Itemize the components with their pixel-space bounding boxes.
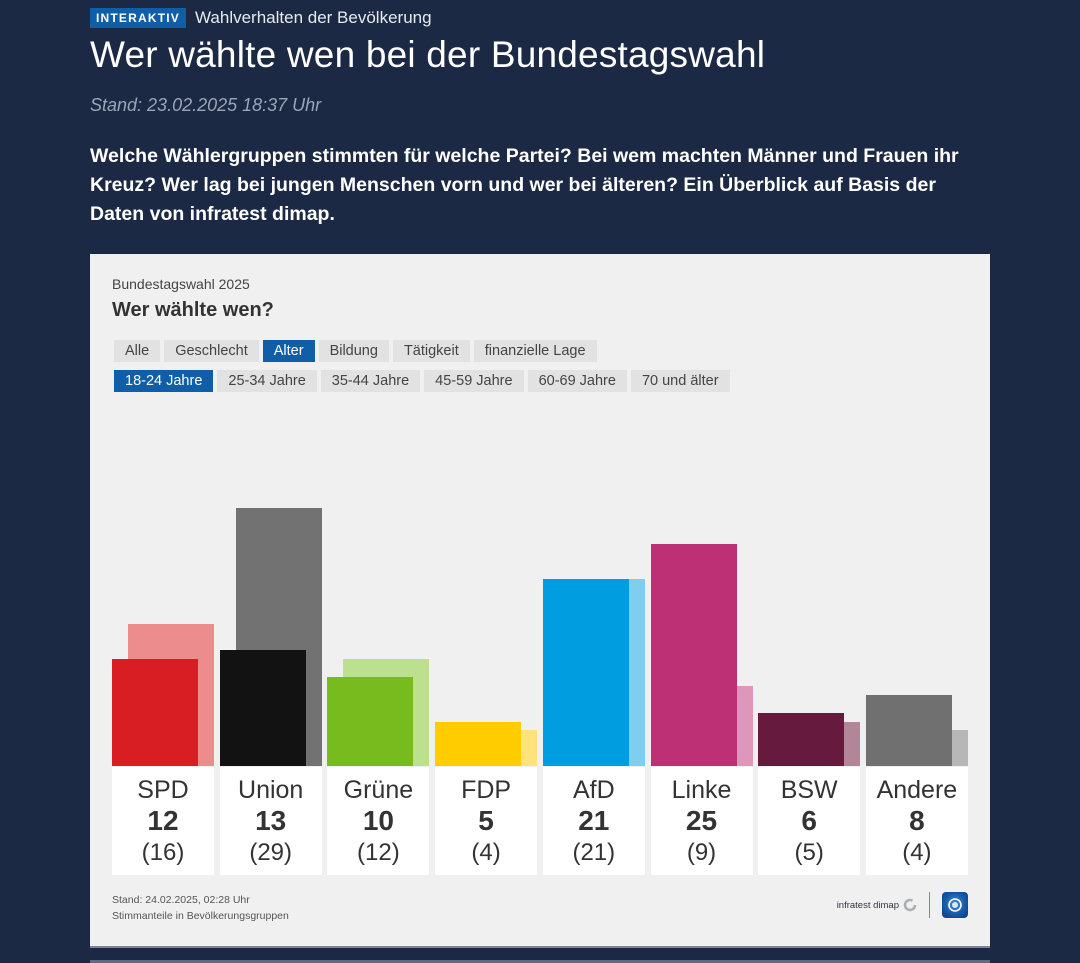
party-total-value: (21): [572, 839, 616, 866]
ard-logo-icon[interactable]: [942, 892, 968, 918]
tab-18-24[interactable]: 18-24 Jahre: [114, 370, 214, 392]
party-label-union: Union 13 (29): [219, 767, 322, 875]
party-label-gruene: Grüne 10 (12): [327, 767, 430, 875]
party-total-value: (9): [686, 839, 717, 866]
bar-linke-gruppe: [650, 543, 737, 766]
bar-afd-gruppe: [542, 579, 629, 766]
page-title: Wer wählte wen bei der Bundestagswahl: [90, 34, 766, 75]
party-total-value: (29): [249, 839, 293, 866]
chart-stand: Stand: 24.02.2025, 02:28 Uhr: [112, 894, 250, 906]
globe-icon: [948, 898, 962, 912]
logo-divider: [929, 892, 930, 918]
category-tabs: Alle Geschlecht Alter Bildung Tätigkeit …: [114, 340, 597, 362]
party-name: SPD: [137, 776, 189, 804]
party-label-afd: AfD 21 (21): [542, 767, 645, 875]
party-label-linke: Linke 25 (9): [650, 767, 753, 875]
party-name: Linke: [671, 776, 732, 804]
source-logos: infratest dimap: [837, 892, 968, 918]
bar-bsw-gruppe: [758, 712, 845, 766]
bar-spd-gruppe: [112, 659, 198, 766]
tab-60-69[interactable]: 60-69 Jahre: [527, 370, 627, 392]
bar-gruene-gruppe: [327, 677, 414, 766]
party-total-value: (16): [141, 839, 185, 866]
infratest-ring-icon: [903, 898, 917, 912]
interaktiv-badge: INTERAKTIV: [90, 8, 186, 28]
party-total-value: (12): [357, 839, 400, 866]
tab-alle[interactable]: Alle: [114, 340, 161, 362]
party-name: Andere: [876, 776, 958, 804]
chart-note: Stimmanteile in Bevölkerungsgruppen: [112, 910, 289, 922]
party-name: Grüne: [343, 776, 414, 804]
tab-bildung[interactable]: Bildung: [318, 340, 389, 362]
party-label-fdp: FDP 5 (4): [435, 767, 538, 875]
party-name: FDP: [461, 776, 512, 804]
header-kicker: Wahlverhalten der Bevölkerung: [195, 8, 432, 27]
party-value: 10: [362, 805, 394, 836]
tab-taetigkeit[interactable]: Tätigkeit: [392, 340, 470, 362]
bar-chart: SPD 12 (16) Union 13 (29) Grüne 10 (12) FDP 5 (4) Af…: [90, 254, 990, 946]
bar-fdp-gruppe: [435, 721, 522, 766]
party-name: BSW: [780, 776, 838, 804]
infratest-dimap-logo: infratest dimap: [837, 898, 917, 912]
party-name: AfD: [572, 776, 615, 804]
bottom-rule: [90, 960, 990, 963]
party-total-value: (4): [902, 839, 932, 866]
tab-35-44[interactable]: 35-44 Jahre: [320, 370, 421, 392]
tab-70-plus[interactable]: 70 und älter: [630, 370, 730, 392]
party-total-value: (5): [794, 839, 824, 866]
tab-alter[interactable]: Alter: [262, 340, 315, 362]
tab-45-59[interactable]: 45-59 Jahre: [424, 370, 524, 392]
age-tabs: 18-24 Jahre 25-34 Jahre 35-44 Jahre 45-5…: [114, 370, 730, 392]
party-name: Union: [238, 776, 304, 804]
bar-andere-gruppe: [865, 694, 952, 766]
card-kicker: Bundestagswahl 2025: [112, 276, 250, 292]
party-value: 8: [909, 805, 925, 836]
bar-union-gruppe: [219, 650, 306, 766]
tab-25-34[interactable]: 25-34 Jahre: [217, 370, 317, 392]
chart-card: Bundestagswahl 2025 Wer wählte wen? Alle…: [90, 254, 990, 948]
party-value: 12: [147, 805, 179, 836]
party-label-spd: SPD 12 (16): [112, 767, 214, 875]
infratest-dimap-label: infratest dimap: [836, 899, 899, 911]
party-label-andere: Andere 8 (4): [865, 767, 968, 875]
party-value: 6: [801, 805, 817, 836]
party-value: 21: [578, 805, 610, 836]
party-total-value: (4): [471, 839, 501, 866]
page-timestamp: Stand: 23.02.2025 18:37 Uhr: [90, 95, 322, 115]
chart-footer: Stand: 24.02.2025, 02:28 Uhr Stimmanteil…: [112, 892, 289, 924]
lead-paragraph: Welche Wählergruppen stimmten für welche…: [90, 145, 959, 225]
card-title: Wer wählte wen?: [112, 299, 274, 321]
party-value: 5: [478, 805, 494, 836]
tab-geschlecht[interactable]: Geschlecht: [164, 340, 259, 362]
tab-finanzielle-lage[interactable]: finanzielle Lage: [473, 340, 597, 362]
party-value: 13: [255, 805, 287, 836]
party-label-bsw: BSW 6 (5): [758, 767, 861, 875]
party-value: 25: [685, 805, 718, 836]
header-topline: INTERAKTIV Wahlverhalten der Bevölkerung: [90, 8, 432, 28]
